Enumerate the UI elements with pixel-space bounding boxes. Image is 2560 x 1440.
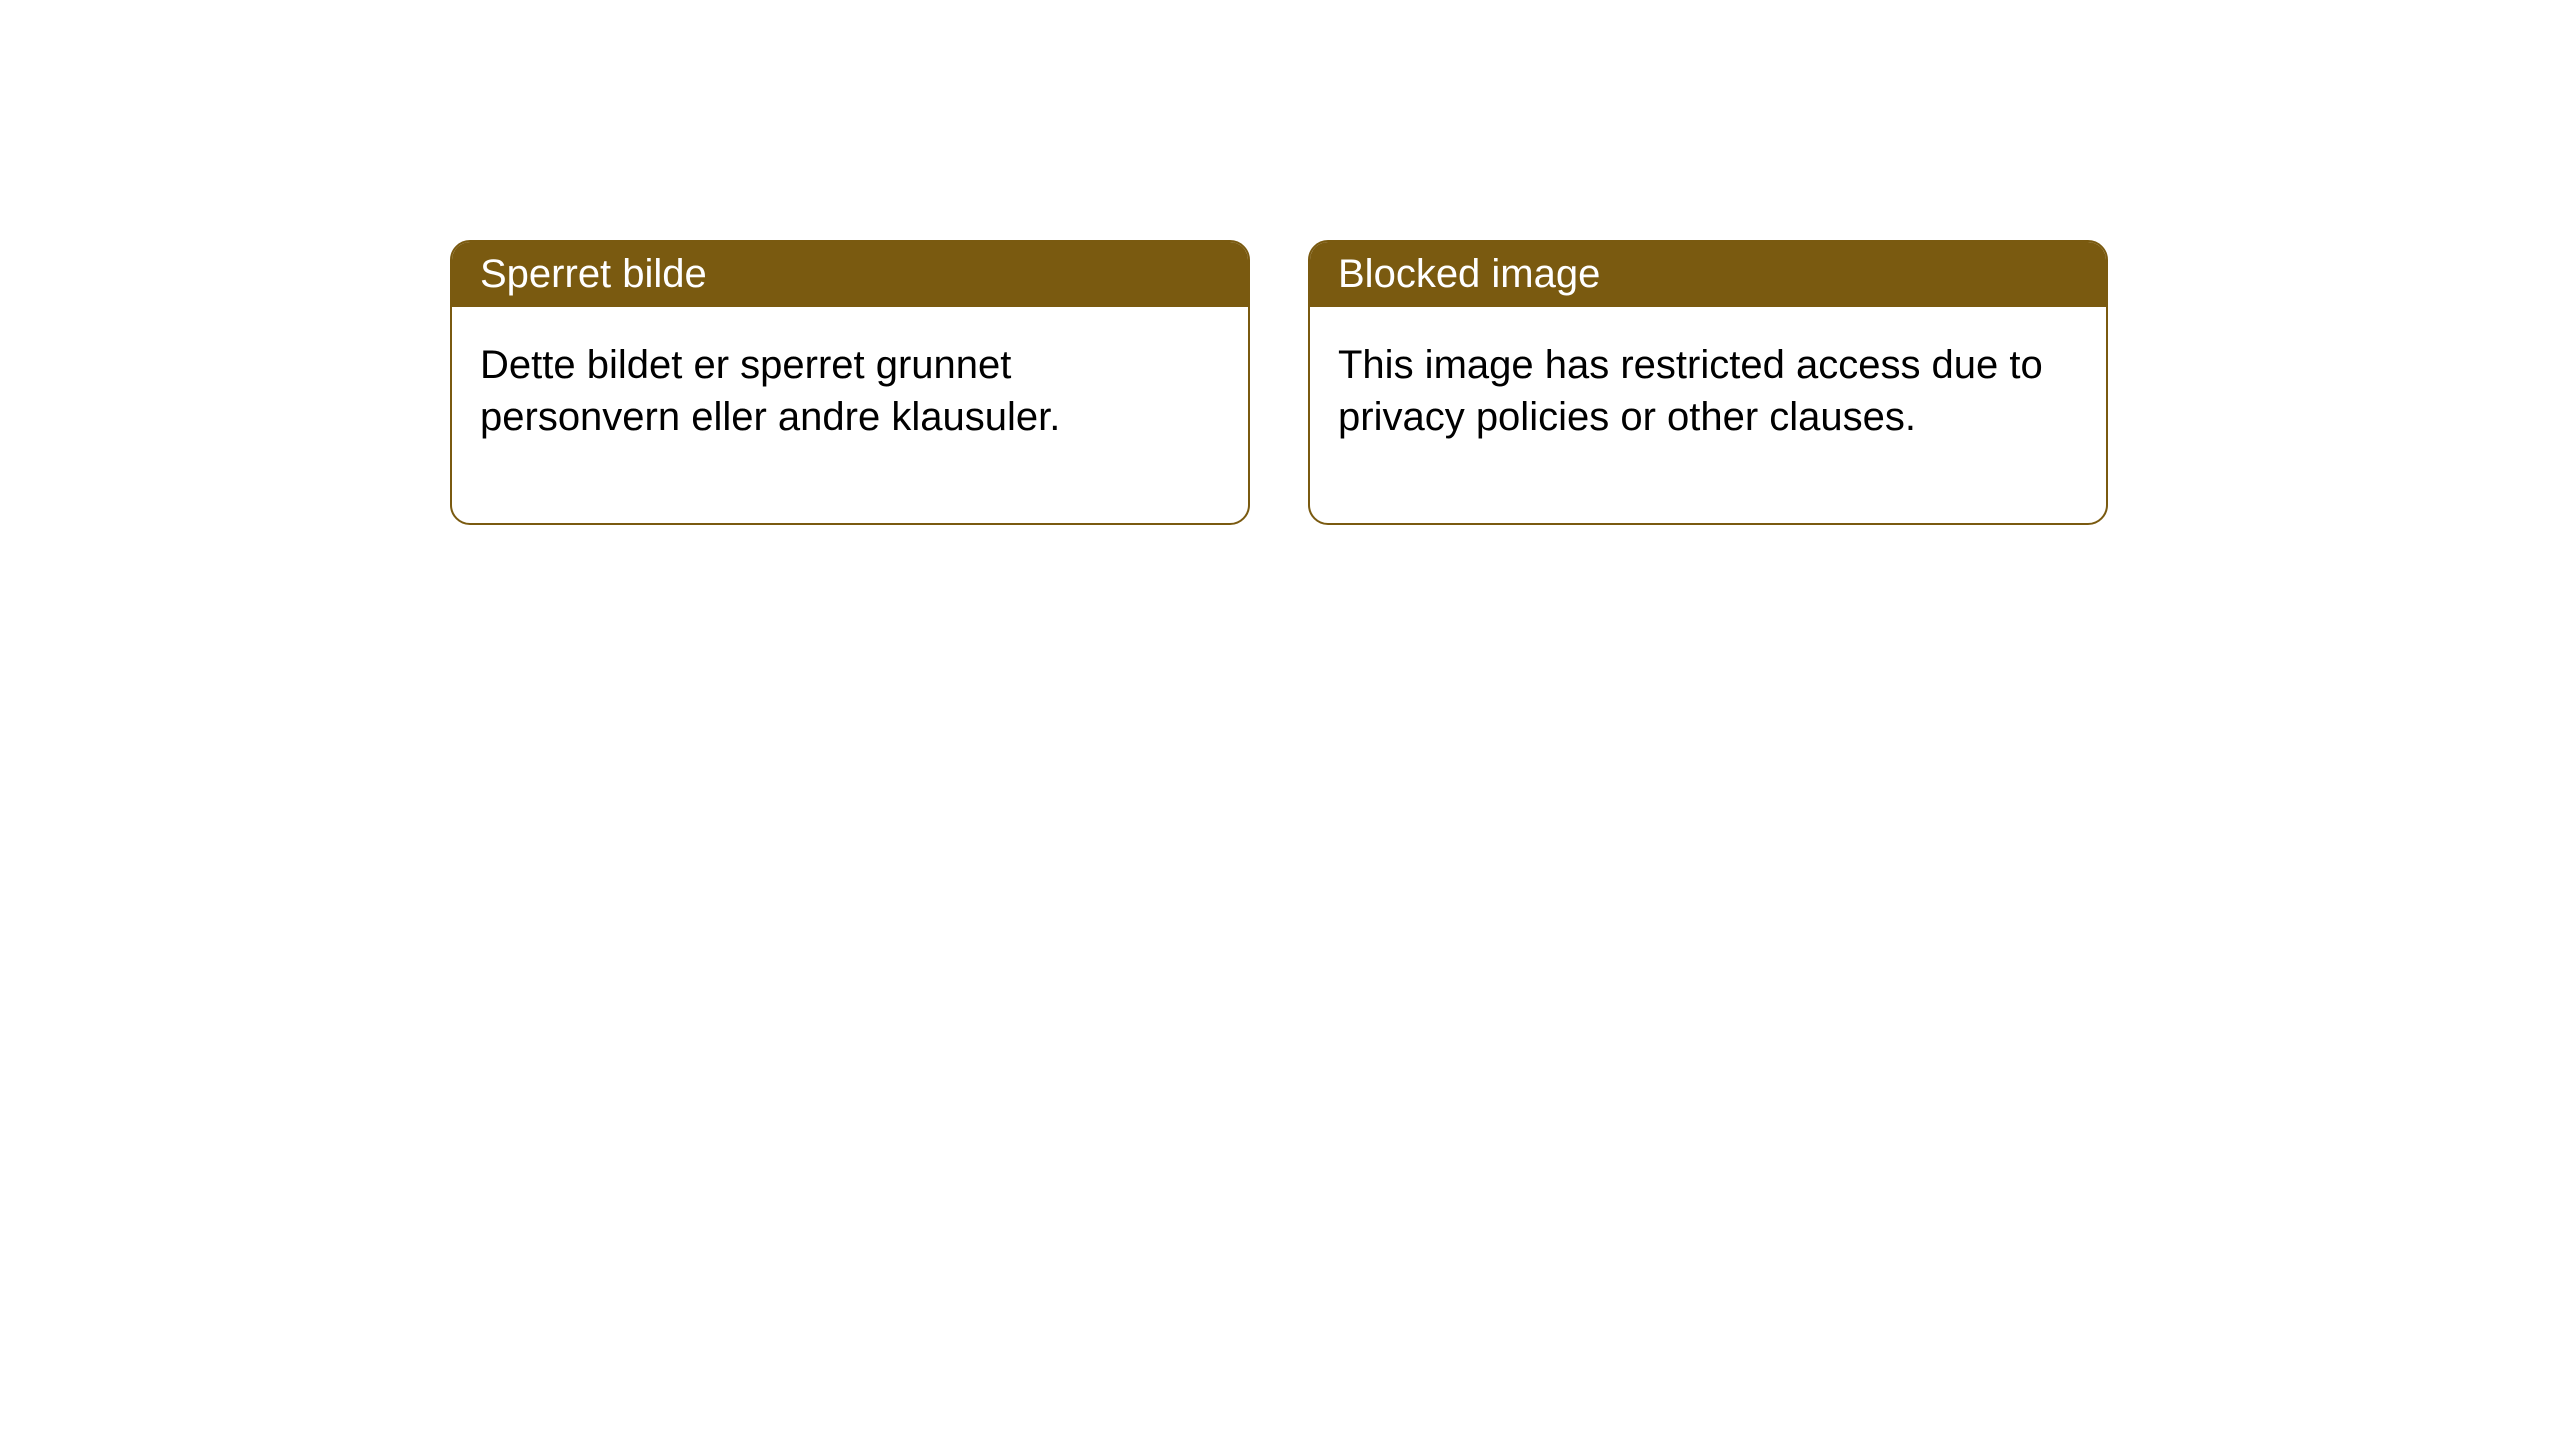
notice-container: Sperret bilde Dette bildet er sperret gr… (450, 240, 2108, 525)
notice-header: Blocked image (1310, 242, 2106, 307)
notice-card-english: Blocked image This image has restricted … (1308, 240, 2108, 525)
notice-card-norwegian: Sperret bilde Dette bildet er sperret gr… (450, 240, 1250, 525)
notice-header: Sperret bilde (452, 242, 1248, 307)
notice-body: This image has restricted access due to … (1310, 307, 2106, 523)
notice-body: Dette bildet er sperret grunnet personve… (452, 307, 1248, 523)
